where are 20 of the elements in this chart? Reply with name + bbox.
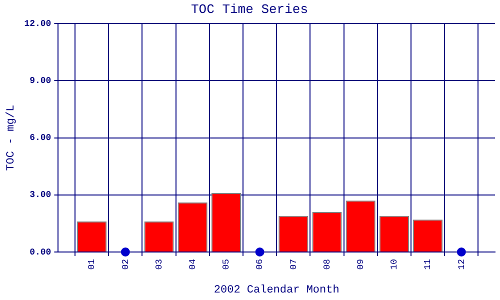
y-tick-label: 12.00: [24, 18, 52, 29]
x-tick-label: 06: [255, 259, 266, 270]
x-tick-label: 11: [423, 259, 434, 270]
x-tick-label: 12: [456, 259, 467, 270]
x-tick-label: 08: [322, 259, 332, 270]
x-tick-label: 02: [120, 259, 131, 270]
x-tick-label: 04: [188, 259, 198, 270]
chart-title: TOC Time Series: [190, 2, 308, 18]
x-tick-label: 03: [154, 259, 164, 270]
x-tick-label: 07: [288, 259, 299, 270]
y-axis-title: TOC - mg/L: [6, 104, 18, 171]
y-tick-label: 0.00: [30, 247, 52, 258]
x-tick-label: 01: [87, 259, 98, 270]
x-tick-label: 09: [356, 259, 366, 270]
y-tick-label: 9.00: [30, 76, 52, 86]
x-tick-label: 10: [390, 259, 400, 270]
x-axis-title: 2002 Calendar Month: [214, 284, 340, 296]
y-tick-label: 3.00: [30, 190, 52, 200]
x-tick-label: 05: [222, 259, 232, 270]
y-tick-label: 6.00: [30, 133, 52, 144]
